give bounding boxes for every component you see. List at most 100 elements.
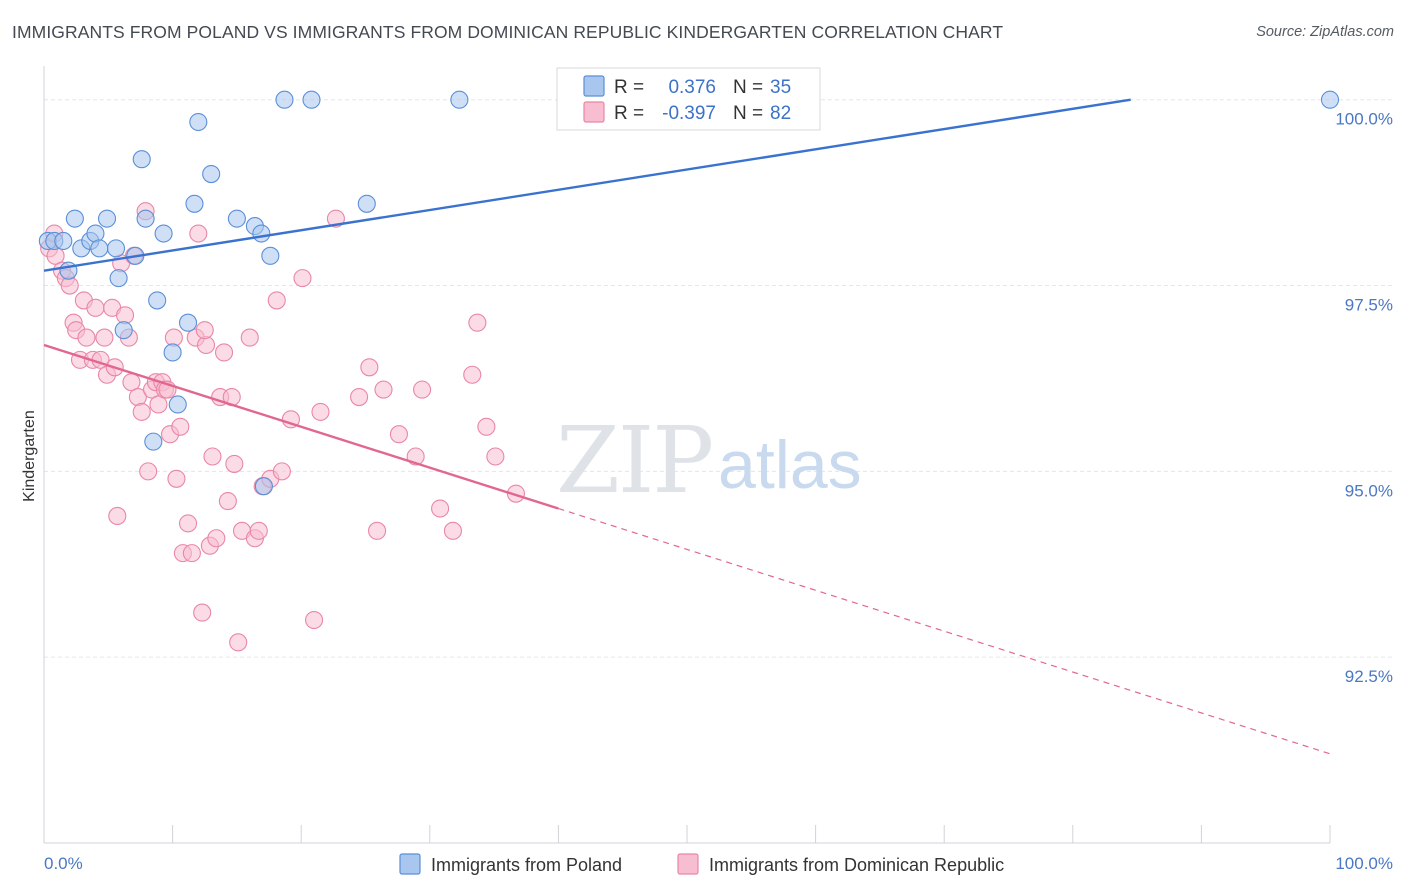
point-poland <box>106 239 126 258</box>
x-tick-label-max: 100.0% <box>1335 854 1393 873</box>
point-poland <box>144 432 163 451</box>
point-poland <box>132 150 151 169</box>
chart-source: Source: ZipAtlas.com <box>1256 24 1394 40</box>
point-poland <box>275 90 294 109</box>
legend-r-value-dominican: -0.397 <box>662 103 716 124</box>
point-dominican <box>108 506 127 526</box>
point-dominican <box>207 529 226 548</box>
y-tick-label: 92.5% <box>1345 667 1393 686</box>
point-dominican <box>267 291 286 310</box>
point-dominican <box>281 410 300 429</box>
point-dominican <box>139 462 158 481</box>
trend-lines <box>43 98 1331 755</box>
watermark-atlas: atlas <box>718 427 862 503</box>
point-poland <box>189 112 208 132</box>
point-dominican <box>272 462 291 481</box>
point-dominican <box>240 328 259 347</box>
point-dominican <box>178 514 198 533</box>
gridlines <box>44 99 1392 658</box>
point-poland <box>148 291 167 310</box>
x-tick-label-min: 0.0% <box>44 854 83 873</box>
point-dominican <box>506 484 526 503</box>
point-dominican <box>218 492 237 511</box>
point-poland <box>109 269 128 288</box>
point-dominican <box>360 358 379 377</box>
bottom-legend-label-dominican: Immigrants from Dominican Republic <box>709 855 1004 875</box>
point-dominican <box>132 402 151 421</box>
trend-line-poland <box>43 98 1131 272</box>
point-poland <box>163 343 182 362</box>
legend-n-label-dominican: N = <box>733 103 763 124</box>
point-dominican <box>368 521 387 540</box>
point-poland <box>97 209 117 228</box>
legend-swatch-poland <box>583 75 605 97</box>
legend-r-value-poland: 0.376 <box>668 77 716 98</box>
point-dominican <box>171 417 190 436</box>
point-poland <box>227 209 246 228</box>
point-dominican <box>229 633 248 652</box>
point-dominican <box>477 417 496 436</box>
point-dominican <box>413 380 432 399</box>
point-poland <box>202 165 221 184</box>
y-tick-label: 100.0% <box>1335 110 1393 129</box>
y-tick-label: 97.5% <box>1345 296 1393 315</box>
point-dominican <box>182 544 201 563</box>
point-dominican <box>214 343 234 362</box>
point-dominican <box>311 402 330 421</box>
point-dominican <box>189 224 208 243</box>
watermark: ZIP atlas <box>556 407 862 514</box>
point-dominican <box>86 298 105 317</box>
point-poland <box>254 477 273 496</box>
legend-swatch-dominican <box>583 101 605 123</box>
point-poland <box>90 239 109 258</box>
point-dominican <box>293 269 312 288</box>
point-poland <box>302 90 321 109</box>
legend-r-label-dominican: R = <box>614 103 644 124</box>
point-poland <box>168 395 187 414</box>
point-poland <box>252 224 271 243</box>
point-poland <box>357 194 376 213</box>
point-dominican <box>203 447 222 466</box>
y-tick-label: 95.0% <box>1345 481 1393 500</box>
point-dominican <box>195 321 214 340</box>
point-dominican <box>486 447 505 466</box>
point-dominican <box>374 380 393 399</box>
point-dominican <box>350 387 369 407</box>
point-poland <box>154 224 173 243</box>
point-poland <box>86 224 105 243</box>
watermark-zip: ZIP <box>556 407 712 514</box>
point-poland <box>185 194 204 213</box>
bottom-legend-swatch-poland <box>399 853 421 875</box>
series-poland-points <box>38 90 1340 496</box>
point-poland <box>65 209 84 228</box>
legend-n-value-poland: 35 <box>770 77 791 98</box>
point-dominican <box>249 521 268 540</box>
legend-r-label-poland: R = <box>614 77 644 98</box>
point-dominican <box>468 313 487 332</box>
point-poland <box>54 231 73 251</box>
bottom-legend-label-poland: Immigrants from Poland <box>431 855 622 875</box>
bottom-legend: Immigrants from Poland Immigrants from D… <box>399 853 1004 875</box>
point-poland <box>178 313 198 332</box>
point-poland <box>450 90 469 109</box>
legend-n-label-poland: N = <box>733 77 763 98</box>
point-poland <box>136 209 155 228</box>
point-dominican <box>225 454 244 473</box>
point-dominican <box>389 425 408 444</box>
point-dominican <box>431 499 450 518</box>
point-dominican <box>77 328 96 347</box>
point-poland <box>261 246 280 265</box>
point-dominican <box>305 610 324 630</box>
point-dominican <box>463 365 482 384</box>
point-dominican <box>95 328 114 347</box>
point-dominican <box>167 469 186 488</box>
point-dominican <box>193 603 212 622</box>
point-dominican <box>443 521 462 540</box>
y-axis-label: Kindergarten <box>21 410 38 502</box>
y-tick-labels: 100.0% 97.5% 95.0% 92.5% <box>1335 110 1393 686</box>
axes <box>43 66 1331 844</box>
trend-line-dominican-extension <box>558 507 1331 755</box>
legend-box: R = 0.376 N = 35 R = -0.397 N = 82 <box>556 67 821 131</box>
point-poland <box>1320 90 1340 109</box>
